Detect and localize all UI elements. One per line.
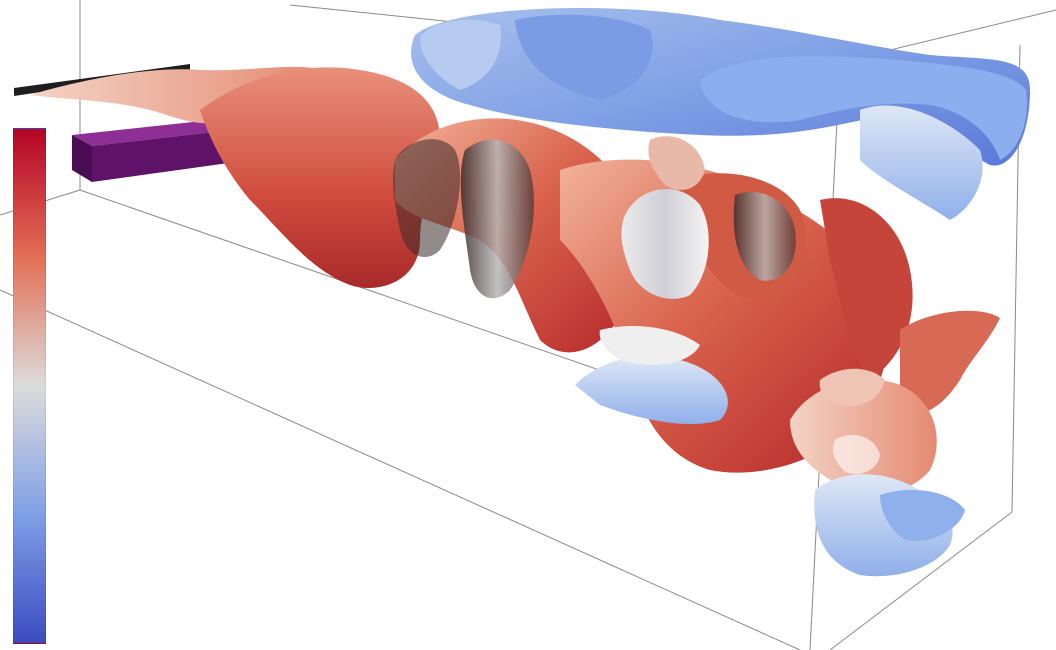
plate-obstacle [14,64,325,124]
box-edge [0,289,801,650]
upper-cool-vortex [411,7,1030,220]
lower-mixed-vortex [790,310,1000,577]
box-edge [829,511,1013,650]
main-warm-vortex [200,67,913,473]
colorbar [13,128,46,644]
